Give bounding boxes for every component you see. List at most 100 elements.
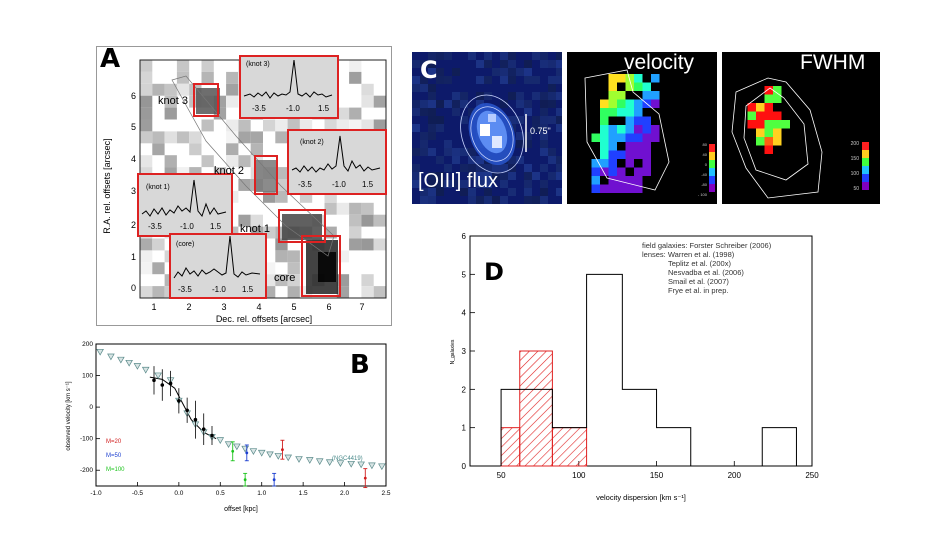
pixel-cell: [164, 131, 177, 144]
pixel-cell: [238, 179, 251, 191]
flux-noise-cell: [556, 76, 562, 84]
inset-knot1-title: (knot 1): [146, 184, 170, 191]
flux-noise-cell: [428, 116, 436, 124]
velocity-cell: [642, 142, 651, 151]
b-xtick-label: 0.5: [216, 490, 225, 497]
flux-noise-cell: [468, 188, 476, 196]
d-xtick-label: 50: [497, 471, 506, 480]
flux-noise-cell: [412, 76, 420, 84]
d-legend-1: lenses: Warren et al. (1998): [642, 250, 735, 259]
flux-image: [412, 52, 562, 204]
flux-noise-cell: [476, 100, 484, 108]
velocity-cell: [625, 142, 634, 151]
pixel-cell: [361, 83, 374, 96]
flux-noise-cell: [436, 156, 444, 164]
inset-knot3-title: (knot 3): [246, 61, 270, 68]
b-ngc4419-point: [117, 356, 125, 364]
d-xtick-label: 100: [572, 471, 586, 480]
flux-label: [OIII] flux: [418, 170, 499, 192]
flux-noise-cell: [460, 116, 468, 124]
a-ytick-4: 4: [131, 154, 136, 164]
pixel-cell: [140, 107, 153, 120]
velocity-cell: [617, 74, 626, 83]
d-legend-3: Nesvadba et al. (2006): [668, 268, 744, 277]
b-data-point: [152, 378, 156, 383]
inset-knot3-tick-2: 1.5: [318, 104, 330, 113]
velocity-colorbar: [709, 144, 715, 192]
pixel-cell: [189, 143, 202, 156]
flux-noise-cell: [548, 84, 556, 92]
d-xlabel: velocity dispersion [km s⁻¹]: [596, 493, 686, 502]
velocity-cell: [634, 99, 643, 108]
flux-noise-cell: [420, 108, 428, 116]
pixel-cell: [299, 190, 313, 203]
flux-noise-cell: [484, 164, 492, 172]
b-colored-point: [231, 449, 235, 453]
pixel-cell: [349, 71, 362, 84]
velocity-cell: [608, 82, 617, 91]
panel-b: -1.0 -0.5 0.0 0.5 1.0 1.5 2.0 2.5 -200 -100 0 100 20…: [60, 336, 400, 516]
d-field-bars: [500, 273, 797, 467]
velocity-cell: [608, 159, 617, 168]
velocity-cell: [608, 142, 617, 151]
flux-noise-cell: [556, 92, 562, 100]
flux-noise-cell: [556, 164, 562, 172]
panel-d: 50 100 150 200 250 0 1 2 3 4 5 6 field galaxies: Fo…: [440, 228, 830, 514]
flux-noise-cell: [500, 68, 508, 76]
inset-knot1-tick-1: -1.0: [180, 222, 194, 231]
flux-noise-cell: [428, 100, 436, 108]
flux-noise-cell: [428, 124, 436, 132]
velocity-cell: [642, 150, 651, 159]
flux-noise-cell: [524, 100, 532, 108]
fwhm-cb-tick-2: 100: [851, 171, 860, 177]
velocity-label: velocity: [624, 51, 695, 74]
b-data-point: [168, 381, 173, 386]
fwhm-colorbar: [862, 142, 869, 190]
a-ytick-5: 5: [131, 122, 136, 132]
velocity-cell: [608, 133, 617, 142]
flux-noise-cell: [500, 60, 508, 68]
fwhm-cell: [747, 120, 756, 129]
velocity-cell: [617, 133, 626, 142]
flux-noise-cell: [516, 140, 524, 148]
flux-noise-cell: [532, 76, 540, 84]
pixel-cell: [336, 250, 350, 263]
velocity-cell: [608, 108, 617, 117]
velocity-cell: [600, 150, 609, 159]
inset-knot3: (knot 3) -3.5 -1.0 1.5: [239, 55, 339, 119]
flux-noise-cell: [460, 180, 468, 188]
pixel-cell: [324, 202, 337, 215]
b-ngc4419-point: [347, 460, 356, 468]
pixel-cell: [226, 71, 239, 84]
pixel-cell: [238, 155, 251, 168]
flux-noise-cell: [412, 60, 420, 68]
fwhm-cell: [764, 145, 773, 154]
fwhm-cell: [756, 128, 765, 137]
flux-noise-cell: [436, 100, 444, 108]
flux-noise-cell: [524, 60, 532, 68]
flux-noise-cell: [508, 60, 516, 68]
pixel-cell: [189, 131, 202, 144]
velocity-cell: [617, 108, 626, 117]
flux-noise-cell: [524, 68, 532, 76]
fwhm-cell: [773, 120, 782, 129]
b-ngc4419-point: [325, 459, 334, 467]
flux-noise-cell: [540, 132, 548, 140]
flux-noise-cell: [548, 148, 556, 156]
velocity-cell: [625, 176, 634, 185]
d-legend-0: field galaxies: Forster Schreiber (2006): [642, 241, 772, 250]
core-box: [301, 235, 341, 297]
inset-knot1: (knot 1) -3.5 -1.0 1.5: [137, 173, 233, 237]
flux-noise-cell: [420, 76, 428, 84]
velocity-cell: [625, 133, 634, 142]
b-ngc4419-point: [257, 449, 266, 457]
flux-noise-cell: [428, 60, 436, 68]
a-xtick-3: 4: [256, 302, 261, 312]
flux-noise-cell: [412, 180, 420, 188]
flux-noise-cell: [412, 148, 420, 156]
flux-noise-cell: [500, 52, 508, 60]
flux-noise-cell: [524, 188, 532, 196]
pixel-cell: [152, 286, 165, 298]
inset-knot2-tick-0: -3.5: [298, 180, 312, 189]
flux-noise-cell: [508, 156, 516, 164]
